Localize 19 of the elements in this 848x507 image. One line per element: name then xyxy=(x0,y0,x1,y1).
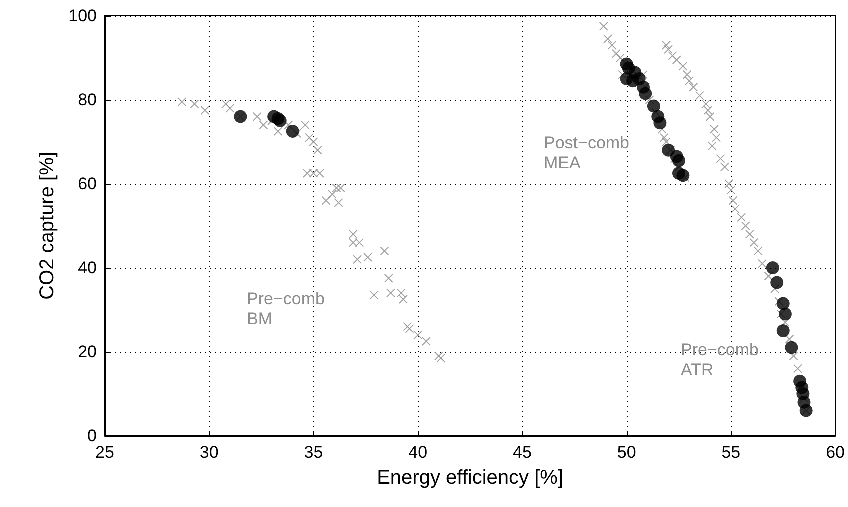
x-tick-label: 45 xyxy=(512,443,532,462)
x-tick-label: 60 xyxy=(826,443,846,462)
x-tick-label: 55 xyxy=(722,443,741,462)
x-axis-title: Energy efficiency [%] xyxy=(377,467,564,489)
y-tick-label: 0 xyxy=(88,426,97,446)
y-tick-label: 60 xyxy=(78,174,97,194)
x-tick-label: 35 xyxy=(304,443,324,462)
y-tick-label: 40 xyxy=(78,258,97,278)
x-tick-label: 40 xyxy=(408,443,428,462)
x-tick-label: 25 xyxy=(96,443,114,462)
annotation: Post−comb MEA xyxy=(544,134,630,172)
y-tick-label: 100 xyxy=(68,6,97,26)
x-tick-label: 30 xyxy=(200,443,219,462)
annotation: Pre−comb BM xyxy=(247,290,325,328)
annotation: Pre−comb ATR xyxy=(681,340,759,380)
y-axis-title: CO2 capture [%] xyxy=(36,152,59,300)
x-tick-label: 50 xyxy=(617,443,636,462)
y-tick-label: 20 xyxy=(78,342,97,362)
y-tick-label: 80 xyxy=(78,90,97,110)
